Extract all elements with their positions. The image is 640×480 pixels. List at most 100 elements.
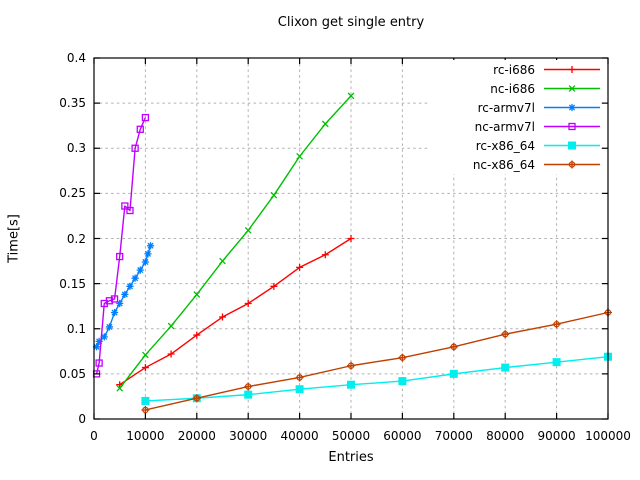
x-tick-label: 70000 bbox=[434, 429, 473, 443]
legend-label: nc-x86_64 bbox=[472, 157, 535, 172]
data-point-marker bbox=[552, 358, 561, 367]
data-point-marker bbox=[568, 122, 576, 131]
y-tick-label: 0.3 bbox=[66, 141, 86, 156]
x-tick-label: 10000 bbox=[126, 429, 165, 443]
legend: rc-i686 nc-i686 rc-armv7l nc-armv7l rc-x86_6… bbox=[430, 60, 600, 174]
data-point-marker bbox=[110, 295, 119, 303]
data-point-marker bbox=[142, 406, 149, 414]
data-point-marker bbox=[347, 380, 355, 389]
series-rc-x86_64 bbox=[141, 352, 612, 405]
legend-label: rc-i686 bbox=[493, 62, 535, 77]
data-point-marker bbox=[126, 282, 134, 290]
legend-item-rc-i686: rc-i686 bbox=[430, 60, 600, 79]
series-line-nc-i686 bbox=[119, 95, 352, 389]
series-nc-armv7l bbox=[92, 113, 150, 378]
legend-sample-nc-x86_64 bbox=[544, 160, 600, 169]
data-point-marker bbox=[219, 313, 226, 321]
data-point-marker bbox=[116, 299, 124, 308]
data-point-marker bbox=[131, 144, 139, 152]
data-point-marker bbox=[193, 331, 201, 339]
data-point-marker bbox=[347, 235, 355, 242]
data-point-marker bbox=[142, 351, 149, 359]
x-tick-label: 60000 bbox=[383, 429, 422, 443]
legend-label: nc-i686 bbox=[490, 81, 535, 96]
x-tick-label: 40000 bbox=[280, 429, 319, 443]
legend-item-rc-armv7l: rc-armv7l bbox=[430, 98, 600, 117]
data-point-marker bbox=[95, 337, 103, 345]
legend-sample-nc-i686 bbox=[544, 85, 600, 92]
data-point-marker bbox=[146, 242, 155, 250]
y-tick-label: 0.25 bbox=[59, 186, 86, 201]
x-tick-label: 90000 bbox=[537, 429, 576, 443]
data-point-marker bbox=[321, 120, 329, 128]
legend-item-nc-x86_64: nc-x86_64 bbox=[430, 155, 600, 174]
data-point-marker bbox=[568, 161, 576, 168]
data-point-marker bbox=[116, 252, 124, 261]
legend-label: rc-x86_64 bbox=[475, 138, 535, 153]
y-tick-label: 0.1 bbox=[66, 321, 86, 336]
x-tick-label: 100000 bbox=[585, 429, 631, 443]
legend-item-rc-x86_64: rc-x86_64 bbox=[430, 136, 600, 155]
legend-sample-rc-armv7l bbox=[544, 103, 600, 112]
x-tick-label: 50000 bbox=[331, 429, 371, 443]
data-point-marker bbox=[116, 384, 124, 392]
y-tick-label: 0.4 bbox=[66, 51, 86, 65]
data-point-marker bbox=[144, 250, 152, 258]
data-point-marker bbox=[141, 113, 150, 122]
legend-sample-rc-x86_64 bbox=[544, 141, 600, 150]
x-axis-label: Entries bbox=[328, 450, 374, 465]
x-tick-label: 30000 bbox=[229, 429, 268, 443]
legend-sample-rc-i686 bbox=[544, 66, 600, 73]
data-point-marker bbox=[270, 282, 278, 290]
data-point-marker bbox=[347, 92, 355, 100]
y-tick-label: 0.2 bbox=[66, 231, 86, 246]
y-tick-label: 0.15 bbox=[59, 276, 86, 291]
data-point-marker bbox=[92, 343, 101, 351]
data-point-marker bbox=[568, 141, 576, 150]
data-point-marker bbox=[295, 385, 304, 394]
data-point-marker bbox=[141, 364, 149, 372]
series-rc-armv7l bbox=[92, 242, 155, 351]
data-point-marker bbox=[193, 291, 201, 298]
data-point-marker bbox=[296, 153, 303, 160]
legend-sample-nc-armv7l bbox=[544, 122, 600, 131]
data-point-marker bbox=[167, 350, 175, 358]
data-point-marker bbox=[449, 369, 458, 378]
data-point-marker bbox=[110, 308, 119, 317]
data-point-marker bbox=[141, 258, 149, 266]
data-point-marker bbox=[398, 377, 407, 386]
series-line-rc-i686 bbox=[119, 237, 352, 386]
data-point-marker bbox=[105, 297, 114, 305]
data-point-marker bbox=[141, 396, 150, 405]
data-point-marker bbox=[347, 362, 355, 370]
series-line-nc-x86_64 bbox=[145, 311, 609, 411]
data-point-marker bbox=[321, 251, 329, 259]
data-point-marker bbox=[131, 274, 139, 282]
legend-label: nc-armv7l bbox=[474, 119, 535, 134]
data-point-marker bbox=[296, 263, 304, 271]
data-point-marker bbox=[568, 85, 576, 92]
data-point-marker bbox=[219, 257, 226, 265]
data-point-marker bbox=[105, 323, 114, 331]
data-point-marker bbox=[568, 66, 576, 73]
data-point-marker bbox=[270, 191, 278, 199]
data-point-marker bbox=[167, 322, 175, 330]
data-point-marker bbox=[136, 125, 144, 133]
data-point-marker bbox=[121, 202, 129, 210]
y-tick-label: 0 bbox=[78, 412, 86, 426]
x-tick-label: 80000 bbox=[486, 429, 525, 443]
data-point-marker bbox=[244, 227, 252, 234]
data-point-marker bbox=[244, 390, 253, 399]
data-point-marker bbox=[399, 354, 406, 361]
data-point-marker bbox=[100, 333, 108, 341]
y-tick-label: 0.05 bbox=[59, 366, 86, 381]
data-point-marker bbox=[568, 103, 576, 112]
data-point-marker bbox=[95, 359, 103, 367]
data-point-marker bbox=[193, 394, 201, 402]
data-point-marker bbox=[121, 290, 129, 299]
data-point-marker bbox=[501, 363, 510, 372]
series-line-rc-x86_64 bbox=[145, 356, 609, 402]
data-point-marker bbox=[136, 266, 144, 274]
